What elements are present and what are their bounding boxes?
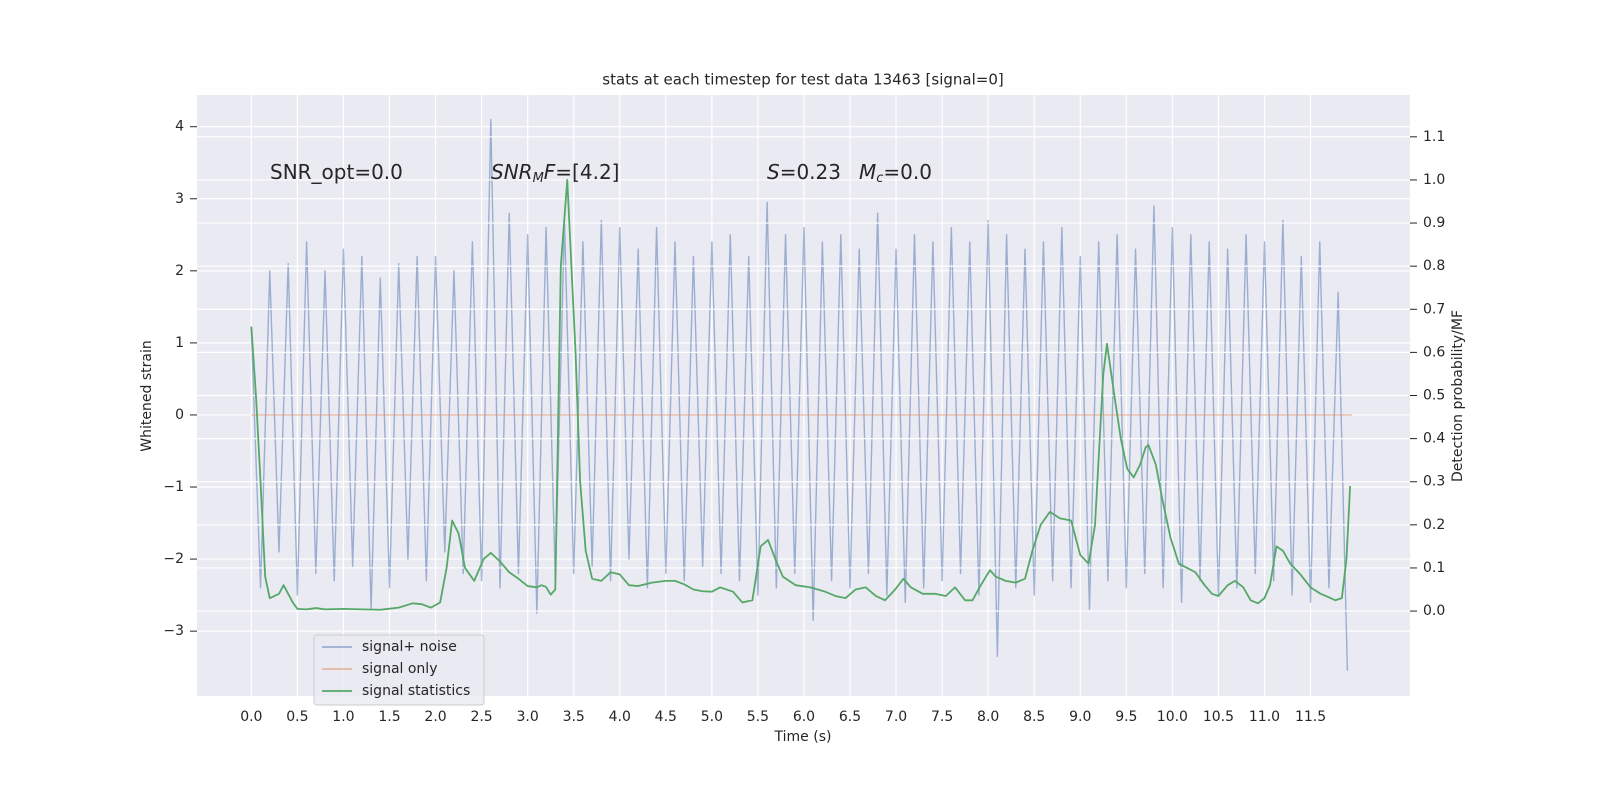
x-tick-label: 6.0 [793,709,815,725]
y2-tick-label: 0.4 [1423,431,1445,447]
x-tick-label: 2.5 [470,709,492,725]
annotation-part: S [767,160,780,184]
y2-tick-label: 0.0 [1423,603,1445,619]
annotation-part: =0.0 [883,160,932,184]
x-tick-label: 8.0 [977,709,999,725]
x-tick-label: 8.5 [1023,709,1045,725]
y2-tick-label: 0.1 [1423,560,1445,576]
x-tick-label: 9.5 [1115,709,1137,725]
x-tick-label: 5.0 [701,709,723,725]
series-line [250,179,1352,611]
annotation-part: SNR [491,160,533,184]
y2-axis-label: Detection probability/MF [1450,310,1466,482]
x-tick-label: 1.5 [378,709,400,725]
x-tick-label: 4.0 [609,709,631,725]
y2-tick-label: 0.2 [1423,517,1445,533]
y2-tick-label: 0.6 [1423,344,1445,360]
y-tick-label: 0 [175,407,184,423]
annotation: Mc=0.0 [859,160,932,186]
y-axis-label: Whitened strain [139,340,155,451]
chart-title: stats at each timestep for test data 134… [602,71,1003,89]
x-axis-label: Time (s) [774,729,832,745]
x-tick-label: 1.0 [332,709,354,725]
y-tick-label: −2 [163,551,184,567]
legend-label: signal statistics [362,683,470,699]
x-tick-label: 2.0 [424,709,446,725]
y-tick-label: 2 [175,263,184,279]
y2-tick-label: 1.0 [1423,172,1445,188]
y-tick-label: −1 [163,479,184,495]
y2-tick-label: 0.9 [1423,215,1445,231]
x-tick-label: 3.0 [517,709,539,725]
legend-box [313,634,485,706]
x-tick-label: 3.5 [563,709,585,725]
annotation: S=0.23 [767,160,841,184]
annotation-part: c [876,171,883,186]
x-tick-label: 11.0 [1249,709,1280,725]
annotation-part: M [533,171,544,186]
x-tick-label: 7.5 [931,709,953,725]
y-tick-label: 1 [175,335,184,351]
annotation-part: =0.23 [780,160,841,184]
annotation-part: F [544,160,556,184]
annotation: SNRMF=[4.2] [491,160,619,186]
y2-tick-label: 0.3 [1423,474,1445,490]
x-tick-label: 6.5 [839,709,861,725]
x-tick-label: 4.5 [655,709,677,725]
x-tick-label: 7.0 [885,709,907,725]
annotation-part: M [859,160,876,184]
x-tick-label: 10.5 [1203,709,1234,725]
y-tick-label: 3 [175,191,184,207]
annotation: SNR_opt=0.0 [270,160,403,184]
x-tick-label: 0.5 [286,709,308,725]
y-tick-label: −3 [163,623,184,639]
legend-label: signal+ noise [362,639,457,655]
y2-tick-label: 0.8 [1423,258,1445,274]
x-tick-label: 5.5 [747,709,769,725]
y2-tick-label: 1.1 [1423,129,1445,145]
x-tick-label: 9.0 [1069,709,1091,725]
x-tick-label: 11.5 [1295,709,1326,725]
y-tick-label: 4 [175,119,184,135]
series-line [250,118,1349,671]
y2-tick-label: 0.7 [1423,301,1445,317]
x-tick-label: 0.0 [240,709,262,725]
annotation-part: SNR_opt=0.0 [270,160,403,184]
x-tick-label: 10.0 [1157,709,1188,725]
legend-label: signal only [362,661,437,677]
y2-tick-label: 0.5 [1423,388,1445,404]
annotation-part: =[4.2] [555,160,619,184]
